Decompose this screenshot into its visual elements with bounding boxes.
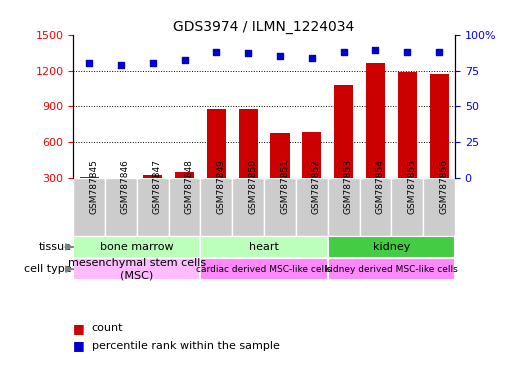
Point [403,49,412,55]
Bar [73,258,200,280]
Bar [328,258,455,280]
Bar [200,258,328,280]
Bar [137,178,168,236]
Bar [79,177,99,214]
Text: GSM787856: GSM787856 [439,159,448,215]
Title: GDS3974 / ILMN_1224034: GDS3974 / ILMN_1224034 [174,20,355,33]
Bar [200,178,232,236]
Point [371,47,380,53]
Bar [105,178,137,236]
Point [149,60,157,66]
Bar [334,85,353,214]
Point [212,49,221,55]
Text: GSM787845: GSM787845 [89,159,98,214]
Text: cardiac derived MSC-like cells: cardiac derived MSC-like cells [197,265,332,274]
Text: ■: ■ [73,322,85,335]
Point [244,50,253,56]
Text: bone marrow: bone marrow [100,242,174,252]
Point [85,60,93,66]
Bar [328,236,455,258]
Bar [397,72,417,214]
Point [435,49,444,55]
Bar [143,175,162,214]
Point [339,49,348,55]
Bar [366,63,385,214]
Text: GSM787854: GSM787854 [376,159,384,214]
Point [117,62,125,68]
Bar [360,178,391,236]
Bar [264,178,296,236]
Text: mesenchymal stem cells
(MSC): mesenchymal stem cells (MSC) [68,258,206,280]
Text: kidney derived MSC-like cells: kidney derived MSC-like cells [325,265,458,274]
Bar [302,132,321,214]
Bar [207,109,226,214]
Bar [111,178,130,214]
Text: percentile rank within the sample: percentile rank within the sample [92,341,279,351]
Bar [423,178,455,236]
Text: tissue: tissue [39,242,72,252]
Point [276,53,284,59]
Text: GSM787852: GSM787852 [312,159,321,214]
Text: GSM787855: GSM787855 [407,159,416,215]
Bar [270,133,290,214]
Bar [73,236,200,258]
Bar [175,172,194,214]
Text: GSM787850: GSM787850 [248,159,257,215]
Bar [73,178,105,236]
Text: GSM787846: GSM787846 [121,159,130,214]
Bar [296,178,328,236]
Text: GSM787847: GSM787847 [153,159,162,214]
Bar [238,109,258,214]
Text: count: count [92,323,123,333]
Text: ■: ■ [73,339,85,352]
Text: heart: heart [249,242,279,252]
Text: GSM787851: GSM787851 [280,159,289,215]
Text: GSM787848: GSM787848 [185,159,194,214]
Text: cell type: cell type [24,264,72,274]
Text: GSM787853: GSM787853 [344,159,353,215]
Bar [200,236,328,258]
Point [308,55,316,61]
Text: GSM787849: GSM787849 [217,159,225,214]
Bar [232,178,264,236]
Text: kidney: kidney [373,242,410,252]
Point [180,57,189,63]
Bar [168,178,200,236]
Bar [391,178,423,236]
Bar [328,178,360,236]
Bar [429,74,449,214]
